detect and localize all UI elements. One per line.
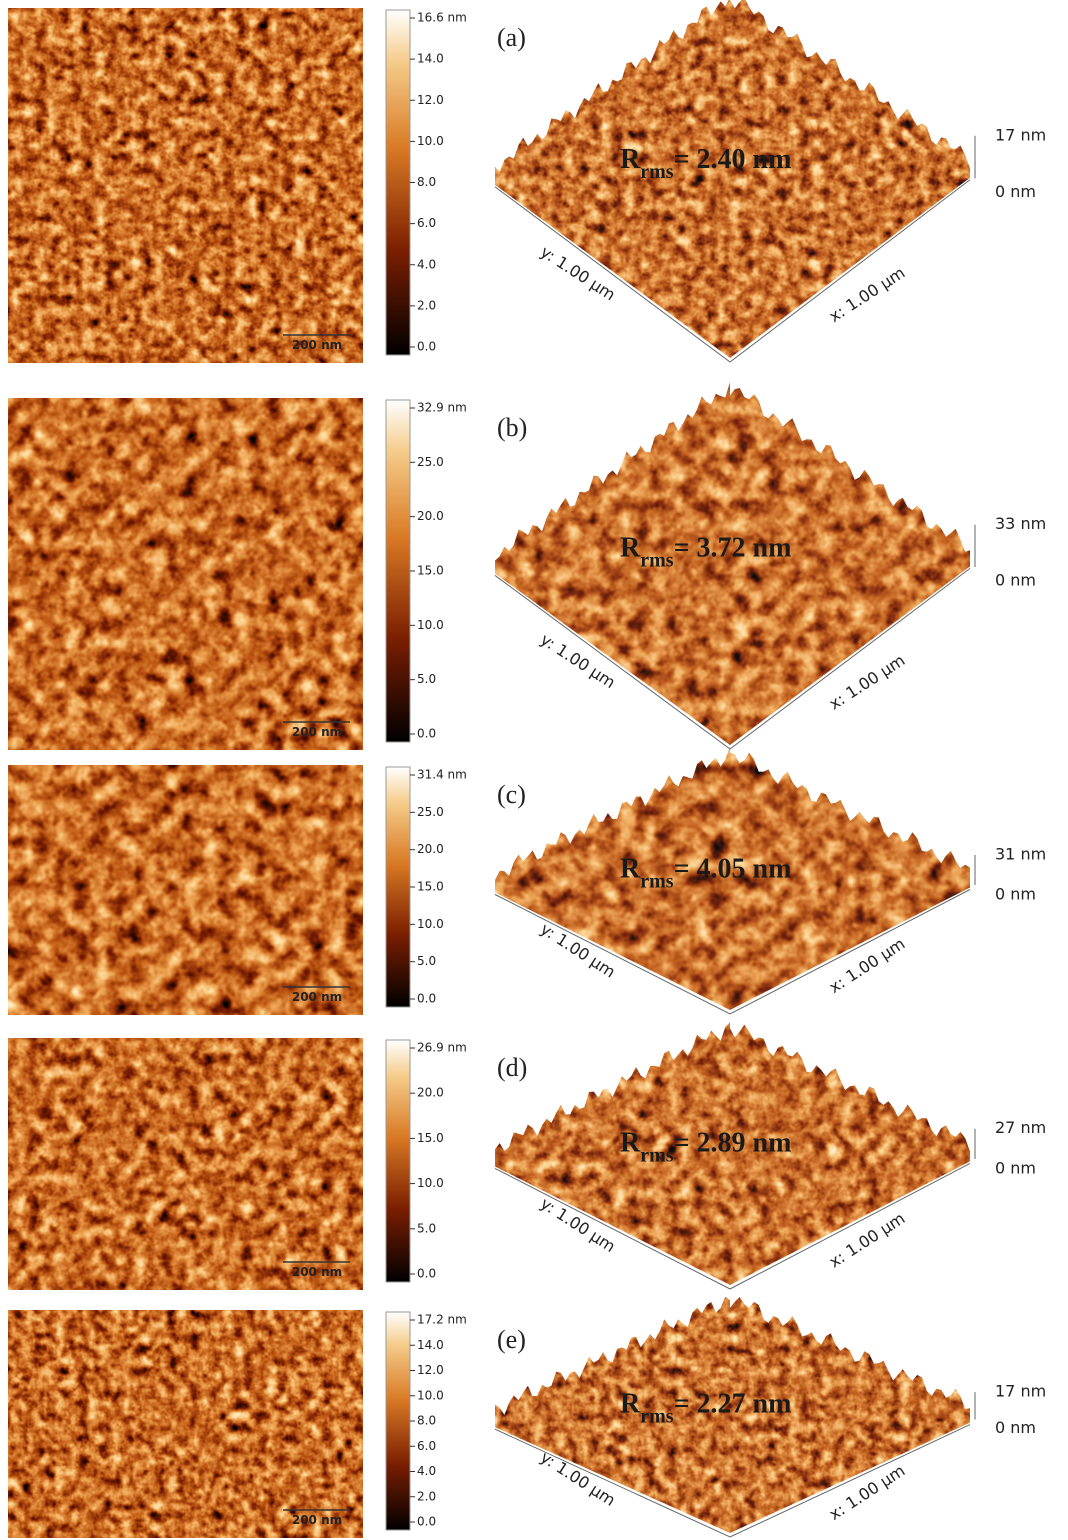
afm-image — [8, 1310, 363, 1538]
rms-value: = 4.05 nm — [674, 854, 792, 885]
colorbar-tick-label: 0.0 — [417, 1267, 436, 1281]
colorbar-tick-label: 12.0 — [417, 93, 444, 107]
rms-symbol: R — [620, 144, 641, 175]
colorbar-tick-label: 15.0 — [417, 880, 444, 894]
colorbar-tick-label: 0.0 — [417, 1515, 436, 1529]
rms-subscript: rms — [640, 1406, 674, 1428]
colorbar-tick-label: 0.0 — [417, 340, 436, 354]
scale-bar-label: 200 nm — [292, 1265, 342, 1279]
afm-image — [8, 765, 363, 1015]
colorbar-tick-label: 26.9 nm — [417, 1041, 467, 1055]
colorbar-tick-label: 5.0 — [417, 672, 436, 686]
z-top-label: 31 nm — [995, 845, 1046, 864]
colorbar-tick-label: 0.0 — [417, 727, 436, 741]
rms-subscript: rms — [640, 1144, 674, 1166]
colorbar-tick-label: 6.0 — [417, 1439, 436, 1453]
colorbar-tick-label: 0.0 — [417, 992, 436, 1006]
colorbar-tick-label: 4.0 — [417, 257, 436, 271]
afm-figure: 200 nm 16.6 nm 14.0 12.0 10.0 8.0 6.0 4.0 2.0 0.0… — [0, 0, 1068, 1540]
colorbar-tick-label: 8.0 — [417, 175, 436, 189]
afm-image — [8, 1038, 363, 1290]
colorbar-tick-label: 20.0 — [417, 509, 444, 523]
z-bottom-label: 0 nm — [995, 1418, 1036, 1437]
colorbar-tick-label: 6.0 — [417, 216, 436, 230]
rms-symbol: R — [620, 1389, 641, 1420]
colorbar-tick-label: 10.0 — [417, 1388, 444, 1402]
colorbar — [386, 767, 410, 1007]
colorbar-tick-label: 2.0 — [417, 1489, 436, 1503]
colorbar-tick-label: 16.6 nm — [417, 11, 467, 25]
z-top-label: 17 nm — [995, 125, 1046, 144]
colorbar-tick-label: 20.0 — [417, 842, 444, 856]
rms-value: = 2.27 nm — [674, 1389, 792, 1420]
z-bottom-label: 0 nm — [995, 885, 1036, 904]
z-top-label: 33 nm — [995, 514, 1046, 533]
z-bottom-label: 0 nm — [995, 1159, 1036, 1178]
colorbar-tick-label: 25.0 — [417, 805, 444, 819]
rms-subscript: rms — [640, 161, 674, 183]
colorbar — [386, 10, 410, 355]
scale-bar-label: 200 nm — [292, 1513, 342, 1527]
colorbar-tick-label: 10.0 — [417, 1176, 444, 1190]
colorbar-tick-label: 14.0 — [417, 52, 444, 66]
panel-label: (c) — [497, 780, 526, 809]
afm-image — [8, 398, 363, 750]
colorbar-tick-label: 31.4 nm — [417, 768, 467, 782]
scale-bar-label: 200 nm — [292, 338, 342, 352]
colorbar-tick-label: 2.0 — [417, 298, 436, 312]
z-bottom-label: 0 nm — [995, 571, 1036, 590]
surface-3d — [480, 378, 990, 750]
rms-symbol: R — [620, 854, 641, 885]
panel-label: (e) — [497, 1325, 526, 1354]
colorbar-tick-label: 15.0 — [417, 1131, 444, 1145]
panel-label: (b) — [497, 413, 527, 442]
colorbar — [386, 1312, 410, 1530]
colorbar-tick-label: 17.2 nm — [417, 1313, 467, 1327]
panel-label: (d) — [497, 1053, 527, 1082]
colorbar — [386, 400, 410, 742]
scale-bar-label: 200 nm — [292, 990, 342, 1004]
rms-value: = 2.40 nm — [674, 144, 792, 175]
colorbar-tick-label: 4.0 — [417, 1464, 436, 1478]
colorbar-tick-label: 10.0 — [417, 618, 444, 632]
colorbar-tick-label: 10.0 — [417, 917, 444, 931]
colorbar-tick-label: 5.0 — [417, 1221, 436, 1235]
colorbar-tick-label: 20.0 — [417, 1086, 444, 1100]
colorbar-tick-label: 15.0 — [417, 564, 444, 578]
rms-symbol: R — [620, 532, 641, 563]
surface-3d — [480, 0, 990, 363]
z-top-label: 27 nm — [995, 1118, 1046, 1137]
colorbar-tick-label: 14.0 — [417, 1338, 444, 1352]
rms-value: = 2.89 nm — [674, 1127, 792, 1158]
colorbar-tick-label: 25.0 — [417, 455, 444, 469]
rms-value: = 3.72 nm — [674, 532, 792, 563]
colorbar-tick-label: 32.9 nm — [417, 401, 467, 415]
colorbar-tick-label: 10.0 — [417, 134, 444, 148]
panel-label: (a) — [497, 23, 526, 52]
rms-subscript: rms — [640, 871, 674, 893]
colorbar — [386, 1040, 410, 1282]
colorbar-tick-label: 5.0 — [417, 954, 436, 968]
rms-symbol: R — [620, 1127, 641, 1158]
rms-subscript: rms — [640, 549, 674, 571]
afm-image — [8, 8, 363, 363]
scale-bar-label: 200 nm — [292, 725, 342, 739]
z-bottom-label: 0 nm — [995, 182, 1036, 201]
colorbar-tick-label: 12.0 — [417, 1363, 444, 1377]
z-top-label: 17 nm — [995, 1382, 1046, 1401]
colorbar-tick-label: 8.0 — [417, 1414, 436, 1428]
